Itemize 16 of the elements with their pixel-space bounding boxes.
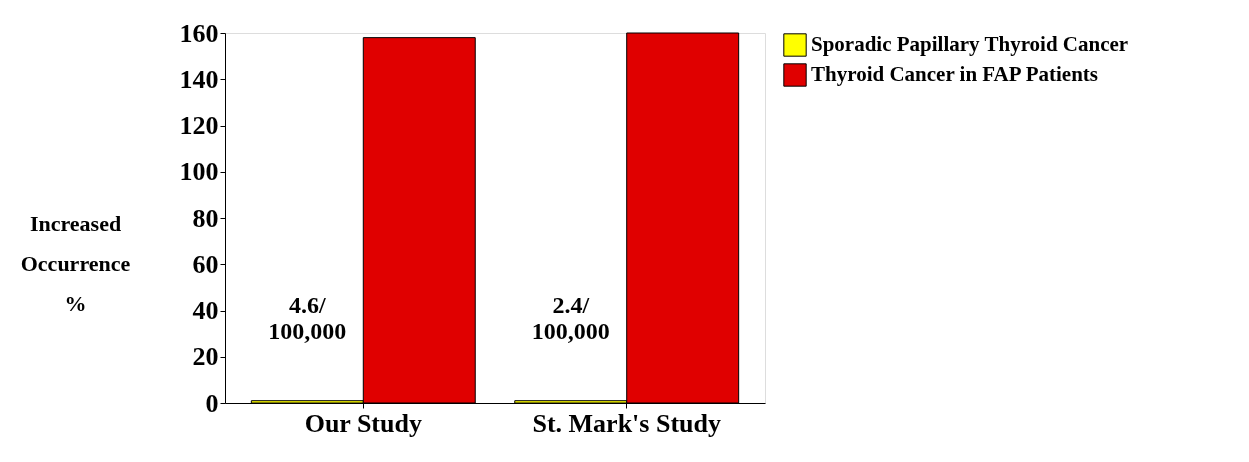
y-tick-label: 120 <box>179 111 219 140</box>
y-tick-label: 60 <box>192 249 219 279</box>
x-tick-label: Our Study <box>304 408 422 438</box>
y-tick-label: 140 <box>179 64 219 94</box>
y-axis-title: Increased Occurrence % <box>20 210 131 316</box>
legend-label: Thyroid Cancer in FAP Patients <box>811 62 1099 86</box>
y-tick-label: 80 <box>192 203 219 233</box>
y-tick-label: 40 <box>192 296 219 325</box>
y-tick-label: 0 <box>205 388 219 418</box>
y-tick-label: 20 <box>192 342 219 372</box>
data-label: 2.4/ 100,000 <box>531 291 610 344</box>
y-tick-label: 100 <box>179 157 219 187</box>
y-tick-label: 160 <box>179 18 219 48</box>
legend-label: Sporadic Papillary Thyroid Cancer <box>811 32 1129 56</box>
data-label: 4.6/ 100,000 <box>268 291 347 344</box>
x-tick-label: St. Mark's Study <box>532 408 721 438</box>
